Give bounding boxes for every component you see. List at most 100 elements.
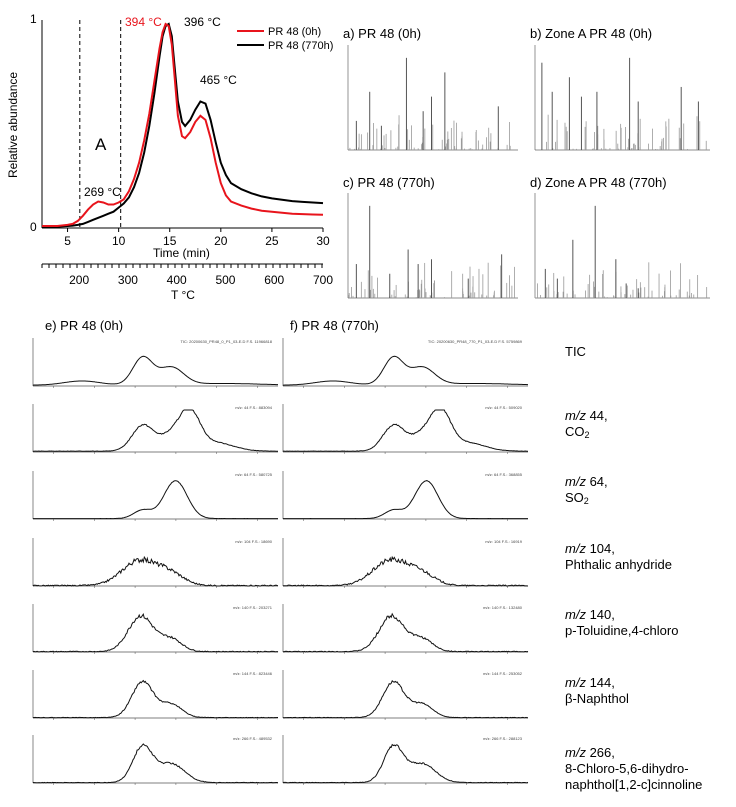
temperature-tick-label: 400	[167, 273, 187, 287]
eic-trace	[33, 480, 278, 520]
row-label-line: m/z 140,	[565, 607, 615, 622]
temperature-tick-label: 600	[264, 273, 284, 287]
annotation-269: 269 °C	[84, 185, 121, 199]
eic-header-text: TIC: 20200630_PR48_0_P1_03-E.D F.S. 1196…	[180, 339, 272, 344]
row-label: TIC	[565, 344, 586, 359]
temperature-tick-label: 200	[69, 273, 89, 287]
row-label: m/z 64, SO2	[565, 474, 608, 509]
x-tick-label: 15	[163, 234, 177, 248]
eic-panel: TIC: 20200630_PR48_770_P1_03-E.D F.S. 57…	[282, 338, 528, 388]
eic-header-text: m/z: 266 F.S.: 489532	[233, 736, 273, 741]
eic-header-text: m/z: 144 F.S.: 253052	[483, 671, 523, 676]
eic-header-text: m/z: 44 F.S.: 509020	[485, 405, 522, 410]
eic-header-text: m/z: 140 F.S.: 203271	[233, 605, 273, 610]
mass-spectra: a) PR 48 (0h) b) Zone A PR 48 (0h) c) PR…	[343, 26, 710, 299]
series-line-pr48-770h	[41, 22, 324, 228]
eic-header-text: m/z: 104 F.S.: 18690	[235, 539, 272, 544]
mz-prefix: m/z	[565, 607, 586, 622]
eic-panel: m/z: 266 F.S.: 288123	[282, 735, 529, 785]
row-label: m/z 140, p-Toluidine,4-chloro	[565, 607, 678, 639]
row-label: m/z 144, β-Naphthol	[565, 675, 629, 707]
eic-header-text: m/z: 266 F.S.: 288123	[483, 736, 523, 741]
row-label-line: m/z 104,	[565, 541, 615, 556]
eic-header-text: TIC: 20200630_PR48_770_P1_03-E.D F.S. 57…	[428, 339, 523, 344]
subscript: 2	[584, 430, 590, 440]
row-label-line: m/z 64,	[565, 474, 608, 489]
annotation-465: 465 °C	[200, 73, 237, 87]
temperature-ticks: 200 300 400 500 600 700	[41, 264, 333, 287]
spectrum-title: d) Zone A PR 48 (770h)	[530, 175, 667, 190]
mz-prefix: m/z	[565, 745, 586, 760]
eic-trace	[282, 555, 529, 587]
eic-trace	[32, 613, 279, 653]
spectrum-title: b) Zone A PR 48 (0h)	[530, 26, 652, 41]
eic-panel: TIC: 20200630_PR48_0_P1_03-E.D F.S. 1196…	[32, 338, 278, 388]
row-label-line: naphthol[1,2-c]cinnoline	[565, 777, 703, 792]
eic-trace	[282, 612, 529, 653]
eic-trace	[282, 679, 529, 719]
row-label-line: Phthalic anhydride	[565, 557, 672, 572]
temperature-tick-label: 700	[313, 273, 333, 287]
eic-trace	[283, 743, 529, 784]
mz-prefix: m/z	[565, 675, 586, 690]
annotation-396: 396 °C	[184, 15, 221, 29]
mz-prefix: m/z	[565, 541, 586, 556]
row-label: m/z 104, Phthalic anhydride	[565, 541, 672, 573]
eic-panel: m/z: 104 F.S.: 18690	[32, 538, 279, 588]
y-tick-label: 0	[30, 220, 37, 234]
eic-trace	[283, 355, 528, 386]
eic-header-text: m/z: 64 F.S.: 368855	[485, 472, 522, 477]
eic-panel: m/z: 44 F.S.: 883094	[32, 404, 278, 454]
eic-panel: m/z: 144 F.S.: 253052	[282, 670, 529, 720]
temperature-axis-label: T °C	[171, 288, 195, 302]
row-label-line: p-Toluidine,4-chloro	[565, 623, 679, 638]
x-tick-label: 25	[265, 234, 279, 248]
column-title-left: e) PR 48 (0h)	[45, 318, 123, 333]
main-chart: 1 0 Relative abundance 5 10 15 20 25 30 Time …	[6, 12, 333, 302]
eic-header-text: m/z: 64 F.S.: 580725	[235, 472, 272, 477]
row-label-line: β-Naphthol	[565, 691, 629, 706]
eic-panel: m/z: 266 F.S.: 489532	[32, 735, 279, 785]
y-axis-label: Relative abundance	[6, 72, 20, 178]
eic-panel: m/z: 140 F.S.: 203271	[32, 604, 279, 654]
eic-trace	[32, 355, 278, 386]
x-axis-label: Time (min)	[153, 246, 210, 260]
mz-prefix: m/z	[565, 474, 586, 489]
x-tick-label: 30	[316, 234, 330, 248]
eic-panel: m/z: 140 F.S.: 132480	[282, 604, 529, 654]
legend-label: PR 48 (770h)	[268, 40, 333, 52]
eic-header-text: m/z: 144 F.S.: 823446	[233, 671, 273, 676]
subscript: 2	[583, 496, 589, 506]
row-label: m/z 266, 8-Chloro-5,6-dihydro-naphthol[1,…	[565, 745, 702, 793]
eic-header-text: m/z: 104 F.S.: 16919	[485, 539, 522, 544]
eic-panel: m/z: 104 F.S.: 16919	[282, 538, 529, 588]
row-label-line: SO2	[565, 490, 589, 506]
temperature-tick-label: 500	[215, 273, 235, 287]
annotation-394: 394 °C	[125, 15, 162, 29]
row-label-line: m/z 266,	[565, 745, 615, 760]
x-tick-label: 5	[64, 234, 71, 248]
zone-a-label: A	[95, 135, 107, 154]
column-title-right: f) PR 48 (770h)	[290, 318, 379, 333]
eic-panel: m/z: 64 F.S.: 580725	[32, 471, 278, 521]
y-tick-label: 1	[30, 12, 37, 26]
eic-header-text: m/z: 140 F.S.: 132480	[483, 605, 523, 610]
row-label-line: CO2	[565, 424, 590, 440]
x-ticks: 5 10 15 20 25 30	[64, 228, 330, 248]
legend: PR 48 (0h) PR 48 (770h)	[237, 26, 333, 52]
mz-prefix: m/z	[565, 408, 586, 423]
row-label-line: 8-Chloro-5,6-dihydro-	[565, 761, 689, 776]
extracted-ion-chromatograms: TIC: 20200630_PR48_0_P1_03-E.D F.S. 1196…	[32, 338, 529, 785]
row-label-line: m/z 144,	[565, 675, 615, 690]
eic-trace	[32, 743, 279, 784]
eic-trace	[32, 555, 279, 587]
spectrum-title: a) PR 48 (0h)	[343, 26, 421, 41]
x-tick-label: 10	[112, 234, 126, 248]
eic-trace	[283, 480, 528, 520]
row-label: m/z 44, CO2	[565, 408, 608, 443]
eic-trace	[32, 409, 278, 452]
eic-panel: m/z: 44 F.S.: 509020	[282, 404, 528, 454]
temperature-tick-label: 300	[118, 273, 138, 287]
spectrum-title: c) PR 48 (770h)	[343, 175, 435, 190]
